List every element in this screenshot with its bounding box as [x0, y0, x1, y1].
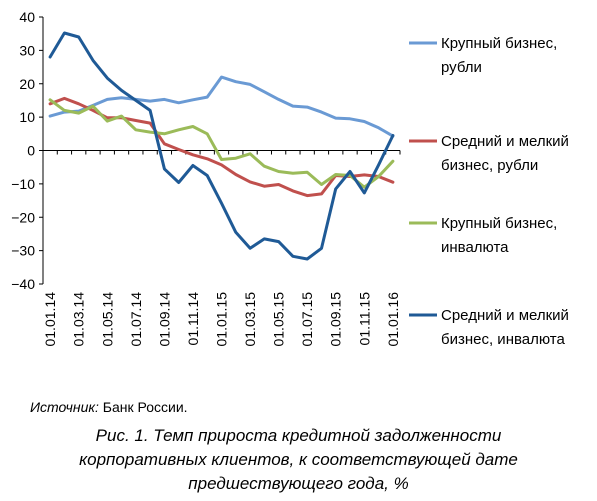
- y-tick-label: 0: [27, 143, 35, 159]
- y-tick-label: −30: [11, 243, 35, 259]
- x-tick-label: 01.07.15: [299, 292, 315, 347]
- y-tick-label: −40: [11, 276, 35, 292]
- x-tick-label: 01.01.16: [385, 292, 401, 347]
- series-lines: [48, 31, 395, 261]
- x-tick-label: 01.07.14: [128, 292, 144, 347]
- legend-label: инвалюта: [441, 239, 509, 256]
- y-tick-label: −10: [11, 176, 35, 192]
- y-tick-label: 20: [19, 76, 35, 92]
- y-ticks: 40 30 20 10 0 −10 −20 −30 −40: [11, 9, 43, 292]
- source-label: Источник:: [30, 399, 99, 415]
- source-note: Источник: Банк России.: [30, 399, 188, 415]
- x-tick-label: 01.11.15: [356, 292, 372, 346]
- x-ticks: 01.01.14 01.03.14 01.05.14 01.07.14 01.09.14…: [42, 150, 401, 347]
- x-tick-label: 01.01.15: [214, 292, 230, 347]
- y-tick-label: 40: [19, 9, 35, 25]
- x-tick-label: 01.01.14: [42, 292, 58, 347]
- legend-label: бизнес, рубли: [441, 157, 538, 174]
- figure-caption: Рис. 1. Темп прироста кредитной задолжен…: [0, 424, 597, 496]
- source-text: Банк России.: [98, 399, 188, 415]
- x-tick-label: 01.11.14: [185, 292, 201, 346]
- caption-line-1: Рис. 1. Темп прироста кредитной задолжен…: [95, 426, 502, 445]
- x-tick-label: 01.09.14: [156, 292, 172, 347]
- legend-label: Средний и мелкий: [441, 133, 569, 150]
- legend: Крупный бизнес, рубли Средний и мелкий бизн…: [409, 35, 569, 348]
- x-tick-label: 01.05.15: [271, 292, 287, 347]
- y-tick-label: 10: [19, 109, 35, 125]
- series-line-large-fx: [48, 98, 395, 189]
- series-line-large-rub: [48, 75, 395, 138]
- legend-label: Средний и мелкий: [441, 307, 569, 324]
- x-tick-label: 01.09.15: [328, 292, 344, 347]
- x-tick-label: 01.03.14: [71, 292, 87, 347]
- legend-label: Крупный бизнес,: [441, 215, 557, 232]
- legend-label: бизнес, инвалюта: [441, 331, 565, 348]
- y-tick-label: −20: [11, 209, 35, 225]
- caption-line-2: корпоративных клиентов, к соответствующе…: [79, 450, 518, 469]
- caption-line-3: предшествующего года, %: [188, 474, 409, 493]
- legend-label: Крупный бизнес,: [441, 35, 557, 52]
- y-tick-label: 30: [19, 42, 35, 58]
- x-tick-label: 01.05.14: [99, 292, 115, 347]
- series-line-sme-fx: [48, 31, 395, 261]
- x-tick-label: 01.03.15: [242, 292, 258, 347]
- legend-label: рубли: [441, 59, 482, 76]
